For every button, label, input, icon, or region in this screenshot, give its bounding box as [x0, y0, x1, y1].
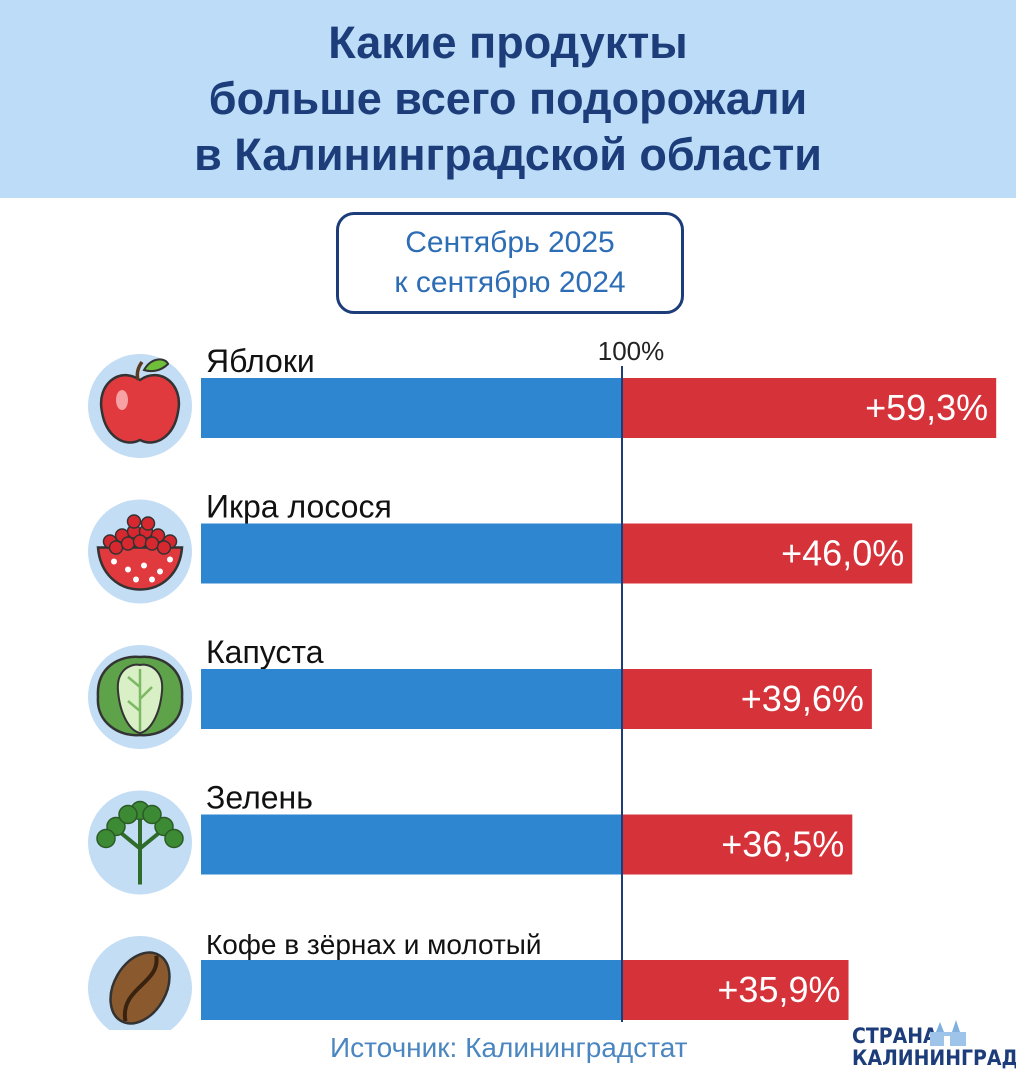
parsley-icon	[96, 800, 184, 885]
coffee-bean-icon	[109, 951, 171, 1025]
price-growth-chart: 100% Яблоки +59,3% Икра лосося +46,0% Капуста…	[88, 336, 997, 1030]
title-line-1: Какие продукты	[328, 17, 688, 68]
base-bar-apple	[201, 378, 622, 438]
category-label-coffee: Кофе в зёрнах и молотый	[206, 929, 542, 960]
category-label-greens: Зелень	[206, 780, 313, 816]
apple-icon	[99, 358, 181, 444]
increase-bar-apple	[622, 378, 997, 438]
value-label-cabbage: +39,6%	[741, 678, 864, 719]
baseline-label: 100%	[598, 336, 665, 366]
cabbage-icon	[96, 655, 184, 737]
logo-line-2: КАЛИНИНГРАД	[852, 1046, 1016, 1070]
increase-bar-salmon-caviar	[622, 523, 913, 584]
source-note: Источник: Калининградстат	[330, 1032, 688, 1063]
title-line-2: больше всего подорожали	[208, 73, 808, 124]
increase-bar-greens	[622, 814, 853, 875]
value-label-coffee: +35,9%	[717, 969, 840, 1010]
castle-icon	[930, 1020, 966, 1046]
base-bar-cabbage	[201, 669, 622, 729]
base-bar-salmon-caviar	[201, 523, 622, 584]
value-label-greens: +36,5%	[721, 824, 844, 865]
base-bar-coffee	[201, 960, 622, 1020]
category-label-cabbage: Капуста	[206, 634, 324, 670]
logo-line-1: СТРАНА	[852, 1024, 938, 1048]
category-label-apple: Яблоки	[206, 343, 315, 379]
value-label-apple: +59,3%	[865, 387, 988, 428]
title-line-3: в Калининградской области	[194, 129, 822, 180]
period-box: Сентябрь 2025 к сентябрю 2024	[336, 212, 684, 314]
period-line-2: к сентябрю 2024	[394, 266, 626, 299]
base-bar-greens	[201, 814, 622, 875]
value-label-salmon-caviar: +46,0%	[781, 533, 904, 574]
salmon-caviar-icon	[96, 514, 184, 591]
header-banner: Какие продукты больше всего подорожали в…	[0, 0, 1016, 198]
increase-bar-coffee	[622, 960, 849, 1020]
category-label-salmon-caviar: Икра лосося	[206, 489, 392, 525]
period-line-1: Сентябрь 2025	[405, 226, 615, 259]
logo: СТРАНА КАЛИНИНГРАД	[852, 1018, 1016, 1074]
increase-bar-cabbage	[622, 669, 872, 729]
